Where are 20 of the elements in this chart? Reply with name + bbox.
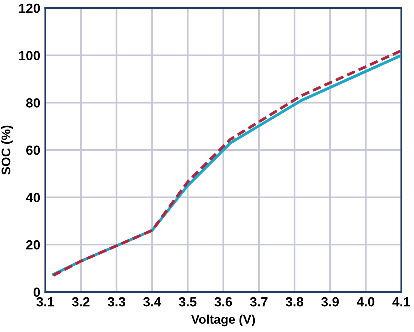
x-tick-label: 4.0 [357, 297, 375, 307]
x-tick-label: 3.3 [108, 297, 126, 307]
x-tick-label: 3.1 [36, 297, 54, 307]
x-tick-label: 3.2 [72, 297, 90, 307]
x-tick-label: 4.1 [392, 298, 410, 307]
y-tick-label: 60 [26, 146, 40, 156]
y-tick-label: 20 [26, 240, 40, 250]
y-tick-label: 80 [26, 98, 40, 108]
x-tick-label: 3.9 [322, 297, 340, 307]
x-axis-title: Voltage (V) [191, 314, 256, 327]
y-axis-title: SOC (%) [1, 126, 14, 175]
x-tick-label: 3.5 [179, 297, 197, 307]
y-tick-label: 0 [34, 288, 40, 298]
x-tick-label: 3.4 [143, 297, 162, 307]
y-tick-label: 120 [20, 4, 40, 14]
y-tick-label: 100 [20, 51, 40, 61]
y-tick-label: 40 [26, 193, 40, 202]
x-tick-label: 3.6 [214, 297, 232, 307]
x-tick-label: 3.8 [286, 297, 304, 307]
x-tick-label: 3.7 [250, 297, 268, 307]
